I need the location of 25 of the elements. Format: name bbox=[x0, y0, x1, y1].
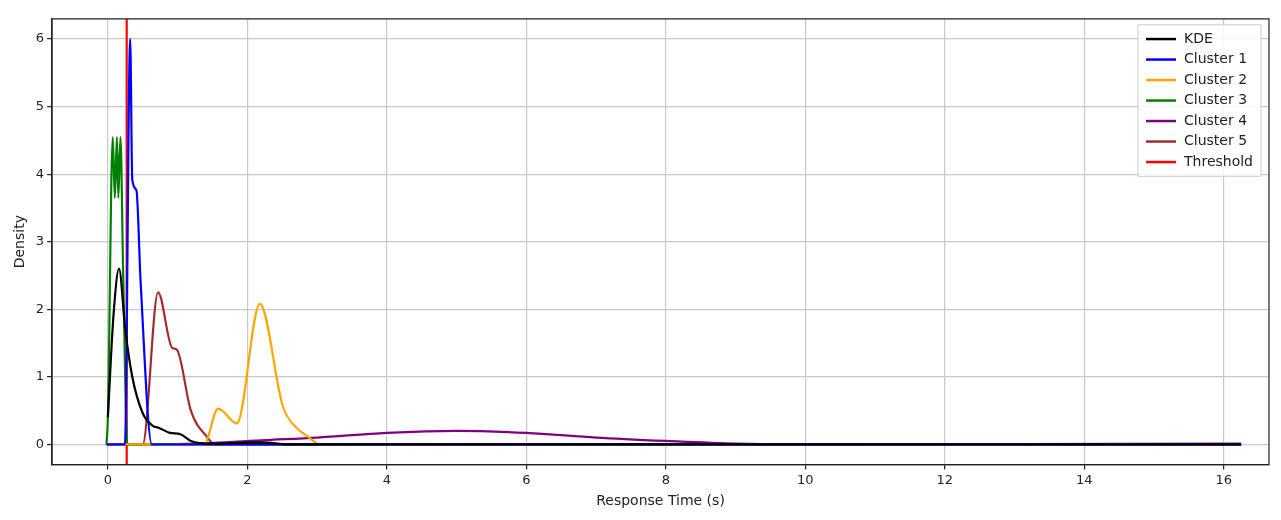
x-tick-label: 4 bbox=[382, 471, 391, 487]
x-axis-title: Response Time (s) bbox=[596, 492, 725, 509]
legend-label: Cluster 3 bbox=[1184, 91, 1248, 108]
x-tick-label: 6 bbox=[522, 471, 531, 487]
y-tick-label: 4 bbox=[35, 165, 45, 181]
y-tick-label: 5 bbox=[35, 97, 45, 113]
y-tick-label: 3 bbox=[35, 233, 45, 249]
legend-label: Cluster 4 bbox=[1184, 111, 1248, 128]
y-tick-label: 2 bbox=[35, 300, 45, 316]
legend-label: Threshold bbox=[1183, 152, 1253, 169]
x-tick-label: 2 bbox=[243, 471, 252, 487]
x-tick-label: 14 bbox=[1075, 471, 1093, 487]
legend-label: Cluster 2 bbox=[1184, 70, 1248, 87]
y-tick-label: 0 bbox=[35, 435, 45, 451]
y-tick-label: 1 bbox=[35, 368, 45, 384]
x-tick-label: 0 bbox=[103, 471, 112, 487]
x-tick-label: 8 bbox=[661, 471, 670, 487]
x-tick-label: 16 bbox=[1215, 471, 1232, 487]
y-tick-label: 6 bbox=[35, 30, 45, 46]
x-tick-label: 10 bbox=[796, 471, 814, 487]
legend-label: Cluster 5 bbox=[1184, 132, 1248, 149]
x-tick-label: 12 bbox=[936, 471, 953, 487]
legend-label: Cluster 1 bbox=[1184, 50, 1248, 67]
y-axis-title: Density bbox=[11, 215, 28, 269]
legend-label: KDE bbox=[1184, 29, 1213, 46]
